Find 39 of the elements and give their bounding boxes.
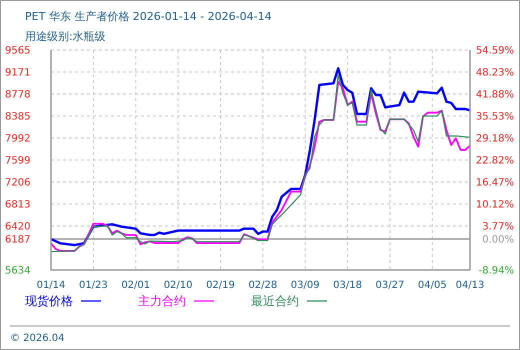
x-tick-label: 02/10: [164, 280, 193, 291]
y-tick-label: 8778: [5, 90, 30, 101]
x-tick-label: 02/01: [121, 280, 150, 291]
chart-subtitle: 用途级别:水瓶级: [25, 30, 106, 43]
x-tick-label: 01/23: [78, 280, 108, 291]
y2-tick-label: 41.88%: [476, 90, 514, 101]
y-tick-label: 9171: [5, 68, 30, 79]
y2-tick-label: 16.47%: [476, 178, 514, 189]
legend-label: 主力合约: [138, 294, 186, 308]
x-tick-label: 03/27: [376, 280, 404, 291]
y2-tick-label: 48.23%: [476, 68, 514, 79]
x-tick-label: 04/13: [456, 280, 484, 291]
chart-title: PET 华东 生产者价格 2026-01-14 - 2026-04-14: [25, 10, 272, 23]
y2-tick-label: 29.18%: [476, 133, 514, 144]
y-tick-label: 8385: [5, 112, 30, 123]
x-tick-label: 04/05: [418, 280, 447, 291]
y-tick-label: 7992: [5, 134, 30, 145]
y-tick-label: 9565: [5, 46, 30, 56]
y-tick-label: 7599: [5, 156, 30, 167]
y-tick-label: 6813: [5, 200, 30, 211]
y-tick-label: 6420: [5, 222, 30, 233]
y-tick-label: 6187: [5, 234, 30, 246]
y2-tick-label: 3.77%: [482, 221, 514, 232]
y2-tick-label: 0.00%: [482, 234, 514, 246]
y2-tick-label: 35.53%: [476, 112, 514, 123]
y2-tick-label: 10.12%: [476, 199, 514, 210]
y-tick-label: 5634: [5, 266, 30, 276]
y-tick-label: 7206: [5, 178, 30, 189]
x-tick-label: 03/18: [333, 280, 362, 291]
x-tick-label: 02/19: [206, 280, 235, 291]
text: © 2026.04: [10, 333, 65, 344]
x-tick-label: 02/28: [248, 280, 278, 291]
legend-label: 最近合约: [251, 294, 299, 308]
y2-tick-label: 22.82%: [476, 156, 514, 167]
y2-tick-label: -8.94%: [478, 266, 514, 276]
x-tick-label: 03/09: [290, 280, 320, 291]
y2-tick-label: 54.59%: [476, 46, 514, 56]
legend-label: 现货价格: [25, 294, 73, 308]
x-tick-label: 01/14: [36, 280, 66, 291]
